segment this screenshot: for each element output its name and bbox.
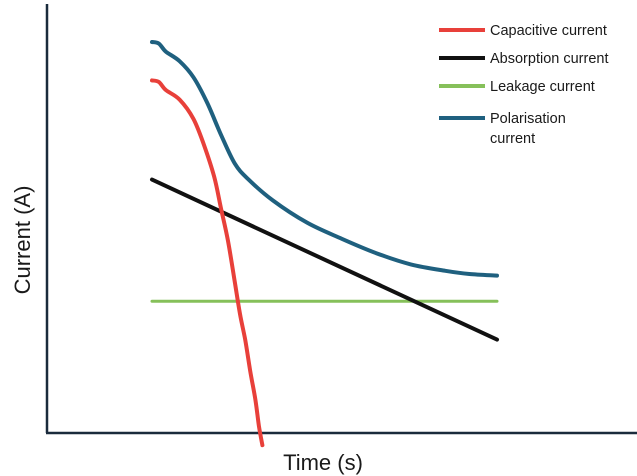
series-line-absorption-current <box>150 177 499 342</box>
legend: Capacitive current Absorption current Leak… <box>439 23 608 147</box>
series-line-polarisation-current <box>150 40 499 278</box>
legend-label-capacitive-current: Capacitive current <box>490 23 607 39</box>
series-line-capacitive-current <box>150 78 265 448</box>
legend-label-absorption-current: Absorption current <box>490 51 608 67</box>
legend-label-polarisation-current: Polarisation current <box>490 111 566 147</box>
y-axis-title: Current (A) <box>10 186 35 295</box>
legend-label-leakage-current: Leakage current <box>490 79 595 95</box>
x-axis-title: Time (s) <box>283 450 363 475</box>
axes <box>45 4 637 435</box>
series-layer <box>150 40 499 448</box>
